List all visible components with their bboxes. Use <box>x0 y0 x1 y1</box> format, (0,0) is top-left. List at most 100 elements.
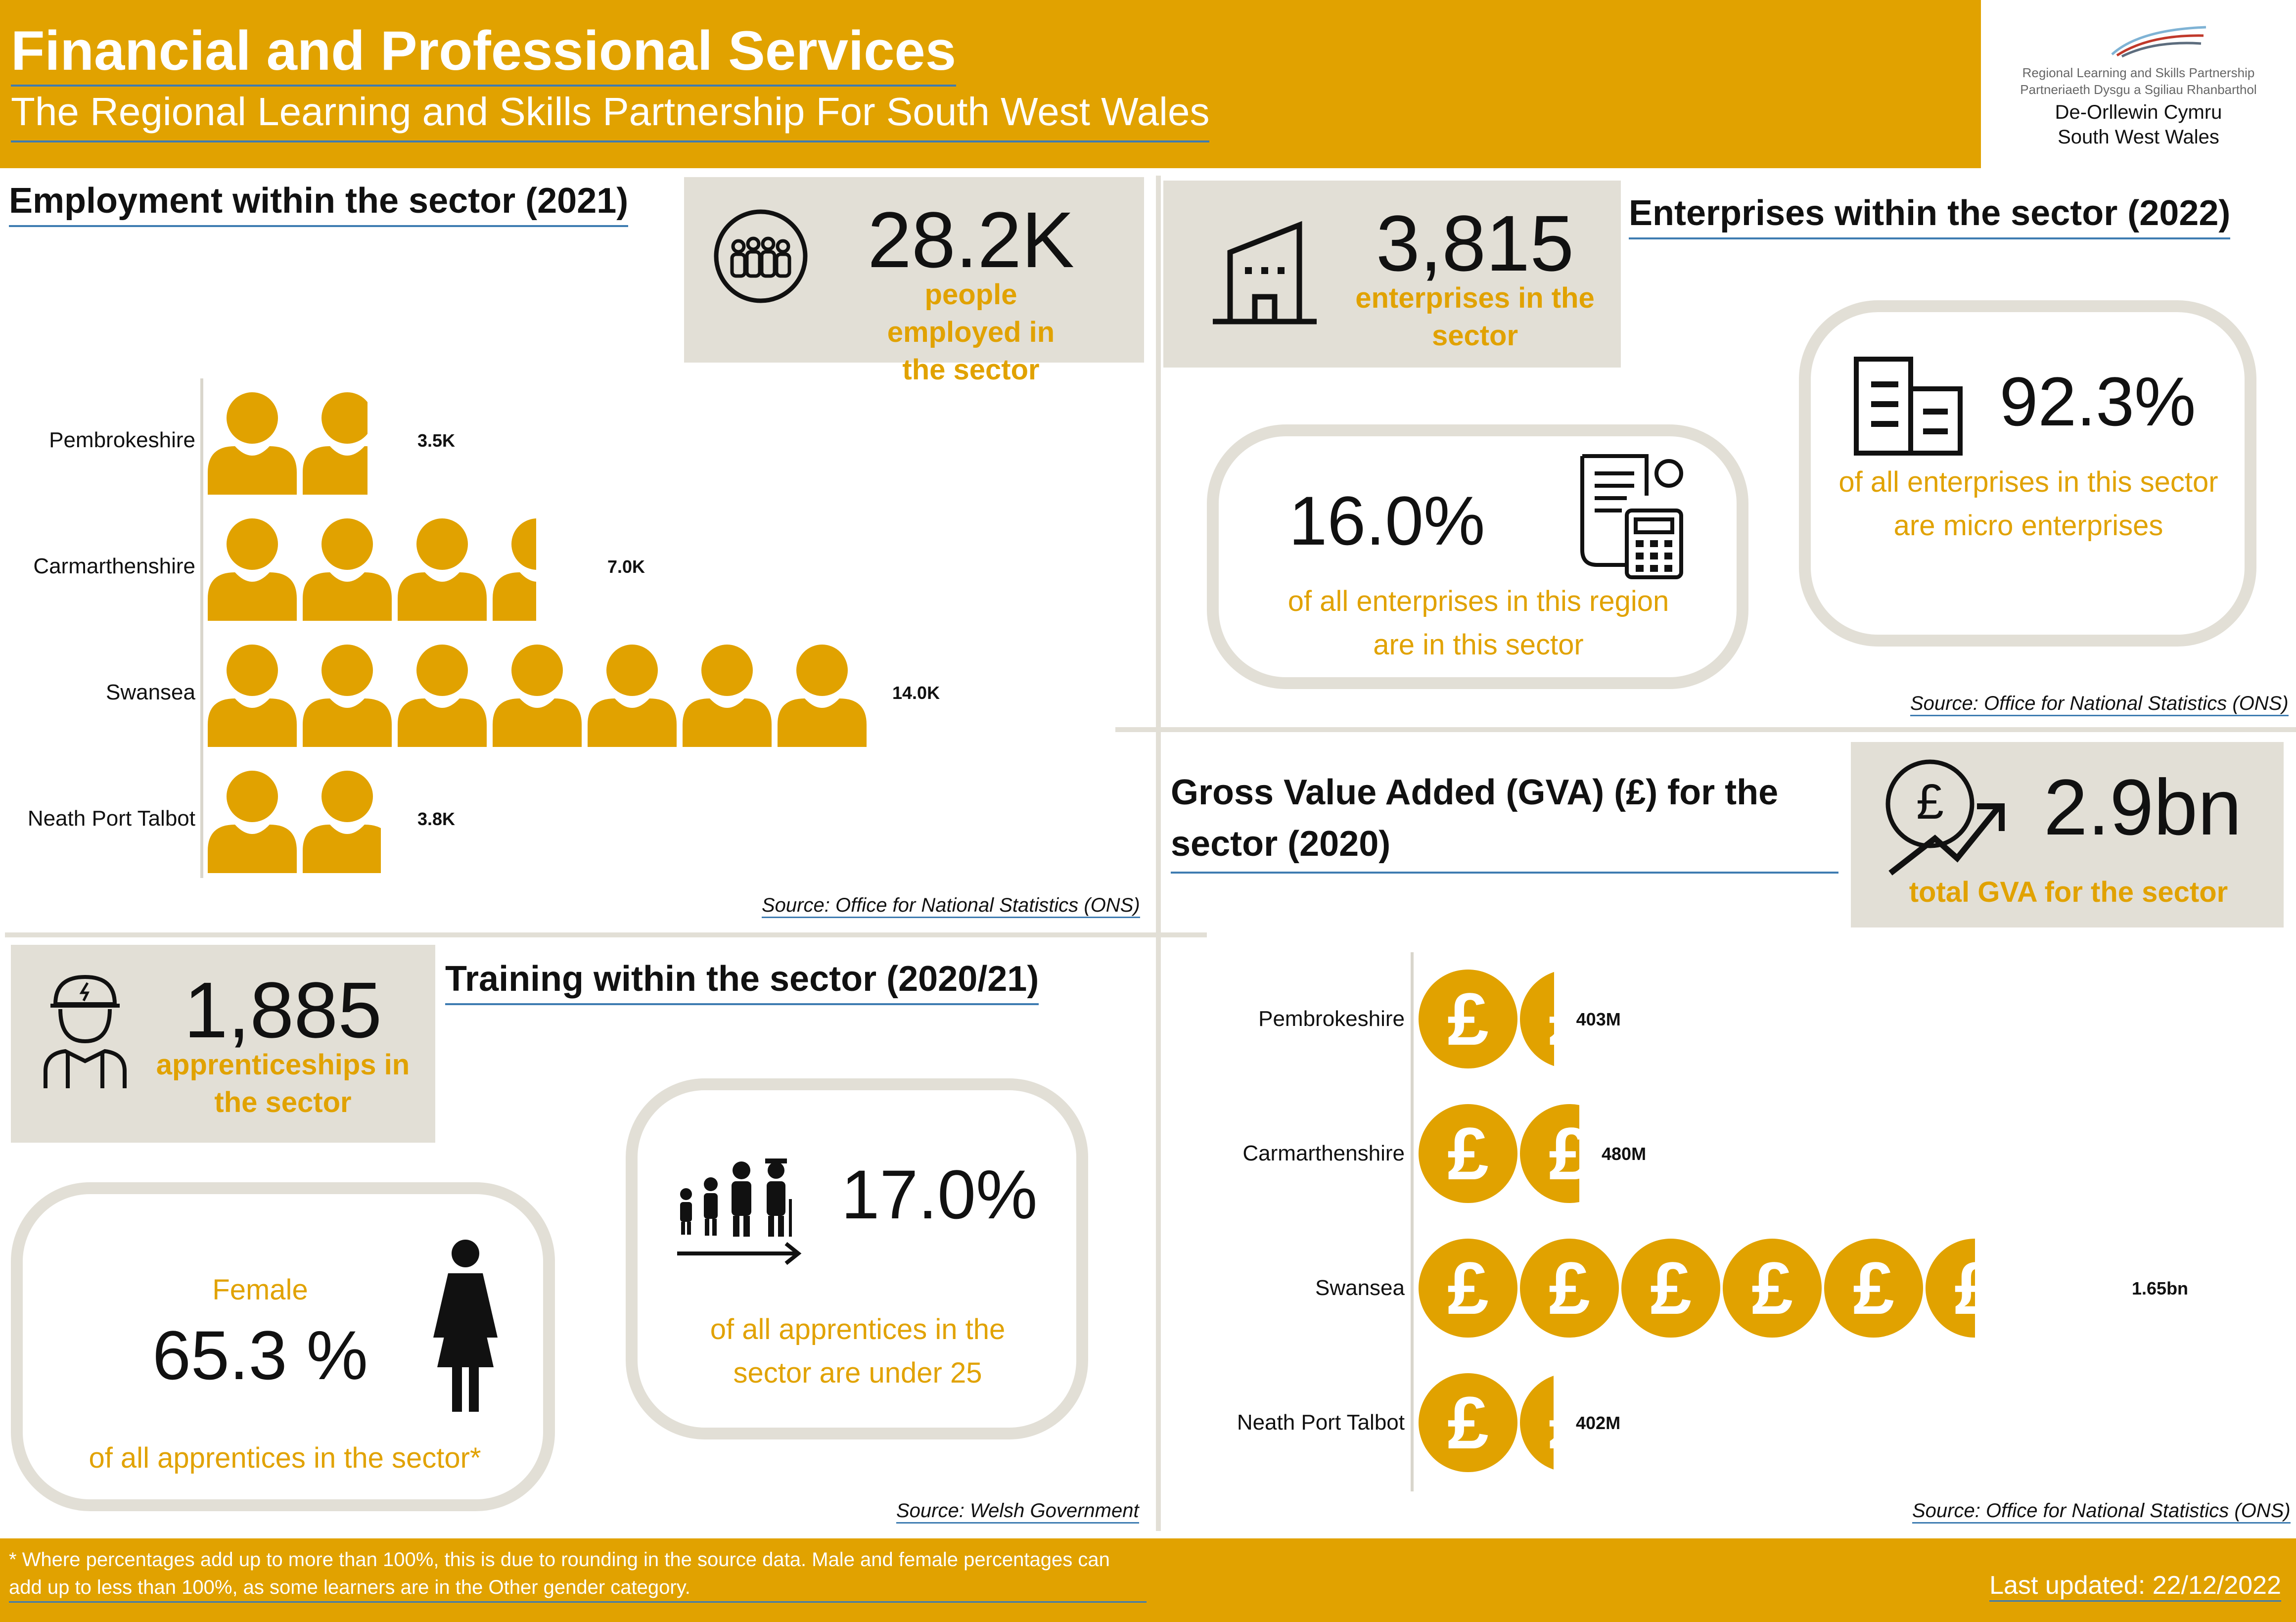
employment-title: Employment within the sector (2021) <box>9 181 629 227</box>
pound-coin-icon: £ <box>1723 1239 1822 1338</box>
employment-row-name: Neath Port Talbot <box>27 806 195 831</box>
employment-row-name: Carmarthenshire <box>33 554 195 578</box>
invoice-calculator-icon <box>1580 454 1683 579</box>
person-icon <box>398 518 487 621</box>
people-group-icon <box>714 209 808 303</box>
pound-coin-icon: £ <box>1419 1104 1517 1203</box>
pound-coin-icon: £ <box>1419 970 1517 1068</box>
worker-hardhat-icon <box>44 974 127 1088</box>
gva-bar: ££ <box>1419 1373 1554 1472</box>
person-icon <box>303 518 392 621</box>
person-icon <box>303 771 381 873</box>
pound-coin-icon: £ <box>1520 1239 1619 1338</box>
person-icon <box>588 645 677 747</box>
gva-total: 2.9bn <box>2043 763 2242 851</box>
gva-axis <box>1411 952 1414 1491</box>
female-desc: of all apprentices in the sector* <box>89 1442 481 1474</box>
rlsp-logo-icon <box>2111 26 2206 58</box>
gva-row-name: Carmarthenshire <box>1242 1141 1405 1165</box>
person-icon <box>208 392 297 495</box>
person-icon <box>208 645 297 747</box>
gva-title: Gross Value Added (GVA) (£) for the sect… <box>1171 767 1838 874</box>
enterprises-title: Enterprises within the sector (2022) <box>1629 193 2231 239</box>
header-banner <box>0 0 1981 168</box>
office-buildings-icon <box>1854 357 1963 456</box>
enterprises-region-share-label: of all enterprises in this region are in… <box>1287 585 1669 661</box>
training-total-box: 1,885 apprenticeships in the sector <box>11 945 435 1143</box>
divider-enterprises-gva <box>1115 727 2296 732</box>
female-label: Female <box>212 1274 308 1306</box>
person-icon <box>303 645 392 747</box>
person-icon <box>493 645 582 747</box>
person-icon <box>208 771 297 873</box>
training-total: 1,885 <box>184 966 382 1054</box>
pound-coin-icon: £ <box>1520 970 1554 1068</box>
pound-coin-icon: £ <box>1824 1239 1923 1338</box>
gva-row-name: Neath Port Talbot <box>1237 1410 1405 1435</box>
gva-row-value: 402M <box>1576 1413 1621 1433</box>
gva-row-value: 403M <box>1576 1009 1621 1029</box>
gva-total-label: total GVA for the sector <box>1909 876 2228 908</box>
training-title: Training within the sector (2020/21) <box>445 959 1039 1005</box>
logo-line-4: South West Wales <box>2058 126 2219 148</box>
enterprises-total: 3,815 <box>1376 199 1574 287</box>
pound-coin-icon: £ <box>1621 1239 1720 1338</box>
gva-bar: ££ <box>1419 1104 1579 1203</box>
employment-bar <box>208 643 872 747</box>
pound-coin-icon: £ <box>1926 1239 1975 1338</box>
employment-row-value: 14.0K <box>892 683 940 703</box>
under25-card: 17.0% of all apprentices in the sector a… <box>626 1078 1088 1439</box>
person-icon <box>208 518 297 621</box>
person-icon <box>493 518 536 621</box>
enterprises-micro: 92.3% <box>1999 363 2196 440</box>
pound-coin-icon: £ <box>1419 1239 1517 1338</box>
employment-row-name: Pembrokeshire <box>49 428 195 452</box>
page-subtitle: The Regional Learning and Skills Partner… <box>11 89 1210 142</box>
person-icon <box>398 645 487 747</box>
employment-bar <box>208 769 381 873</box>
pound-coin-icon: £ <box>1520 1104 1579 1203</box>
employment-row-value: 3.5K <box>417 430 456 451</box>
enterprises-region-share: 16.0% <box>1288 482 1485 559</box>
logo-line-1: Regional Learning and Skills Partnership <box>2022 65 2255 80</box>
employment-total-box: 28.2K people employed in the sector <box>684 177 1144 386</box>
under25-percentage: 17.0% <box>841 1156 1038 1233</box>
pound-growth-icon: £ <box>1885 759 2005 876</box>
enterprises-region-share-card: 16.0% of all enterprises in this region … <box>1207 424 1748 689</box>
logo-line-3: De-Orllewin Cymru <box>2055 101 2222 123</box>
age-groups-icon <box>677 1159 802 1265</box>
female-card: Female 65.3 % of all apprentices in the … <box>11 1182 555 1511</box>
employment-source: Source: Office for National Statistics (… <box>762 894 1140 918</box>
enterprises-micro-label: of all enterprises in this sector are mi… <box>1838 466 2218 542</box>
female-pct: 65.3 % <box>152 1316 368 1394</box>
employment-axis <box>200 378 203 878</box>
pound-coin-icon: £ <box>1520 1373 1554 1472</box>
enterprises-source: Source: Office for National Statistics (… <box>1910 693 2289 716</box>
employment-row-value: 7.0K <box>607 556 645 577</box>
person-icon <box>683 645 772 747</box>
svg-text:£: £ <box>1916 774 1944 830</box>
enterprises-total-label: enterprises in the sector <box>1355 282 1595 352</box>
training-source: Source: Welsh Government <box>896 1500 1139 1524</box>
person-icon <box>303 392 368 495</box>
building-icon <box>1213 221 1317 324</box>
gva-source: Source: Office for National Statistics (… <box>1912 1500 2291 1524</box>
employment-row-value: 3.8K <box>417 809 456 829</box>
employment-row-name: Swansea <box>105 680 195 704</box>
gva-row-value: 1.65bn <box>2132 1278 2189 1298</box>
pound-coin-icon: £ <box>1419 1373 1517 1472</box>
gva-bar: ££££££ <box>1419 1239 1975 1338</box>
under25-desc: of all apprentices in the sector are und… <box>710 1313 1006 1389</box>
header-right-panel: Regional Learning and Skills Partnership… <box>1981 0 2296 168</box>
employment-bar <box>208 391 368 495</box>
divider-vertical <box>1156 176 1161 1531</box>
gva-row-name: Swansea <box>1315 1276 1405 1300</box>
employment-bar <box>208 517 536 621</box>
footer-banner <box>0 1538 2296 1622</box>
gva-row-name: Pembrokeshire <box>1258 1007 1405 1031</box>
gva-bar: ££ <box>1419 970 1554 1068</box>
female-figure-icon <box>433 1240 498 1412</box>
gva-total-box: £ 2.9bn total GVA for the sector <box>1851 742 2284 927</box>
page-title: Financial and Professional Services <box>11 19 956 87</box>
last-updated: Last updated: 22/12/2022 <box>1989 1571 2281 1602</box>
